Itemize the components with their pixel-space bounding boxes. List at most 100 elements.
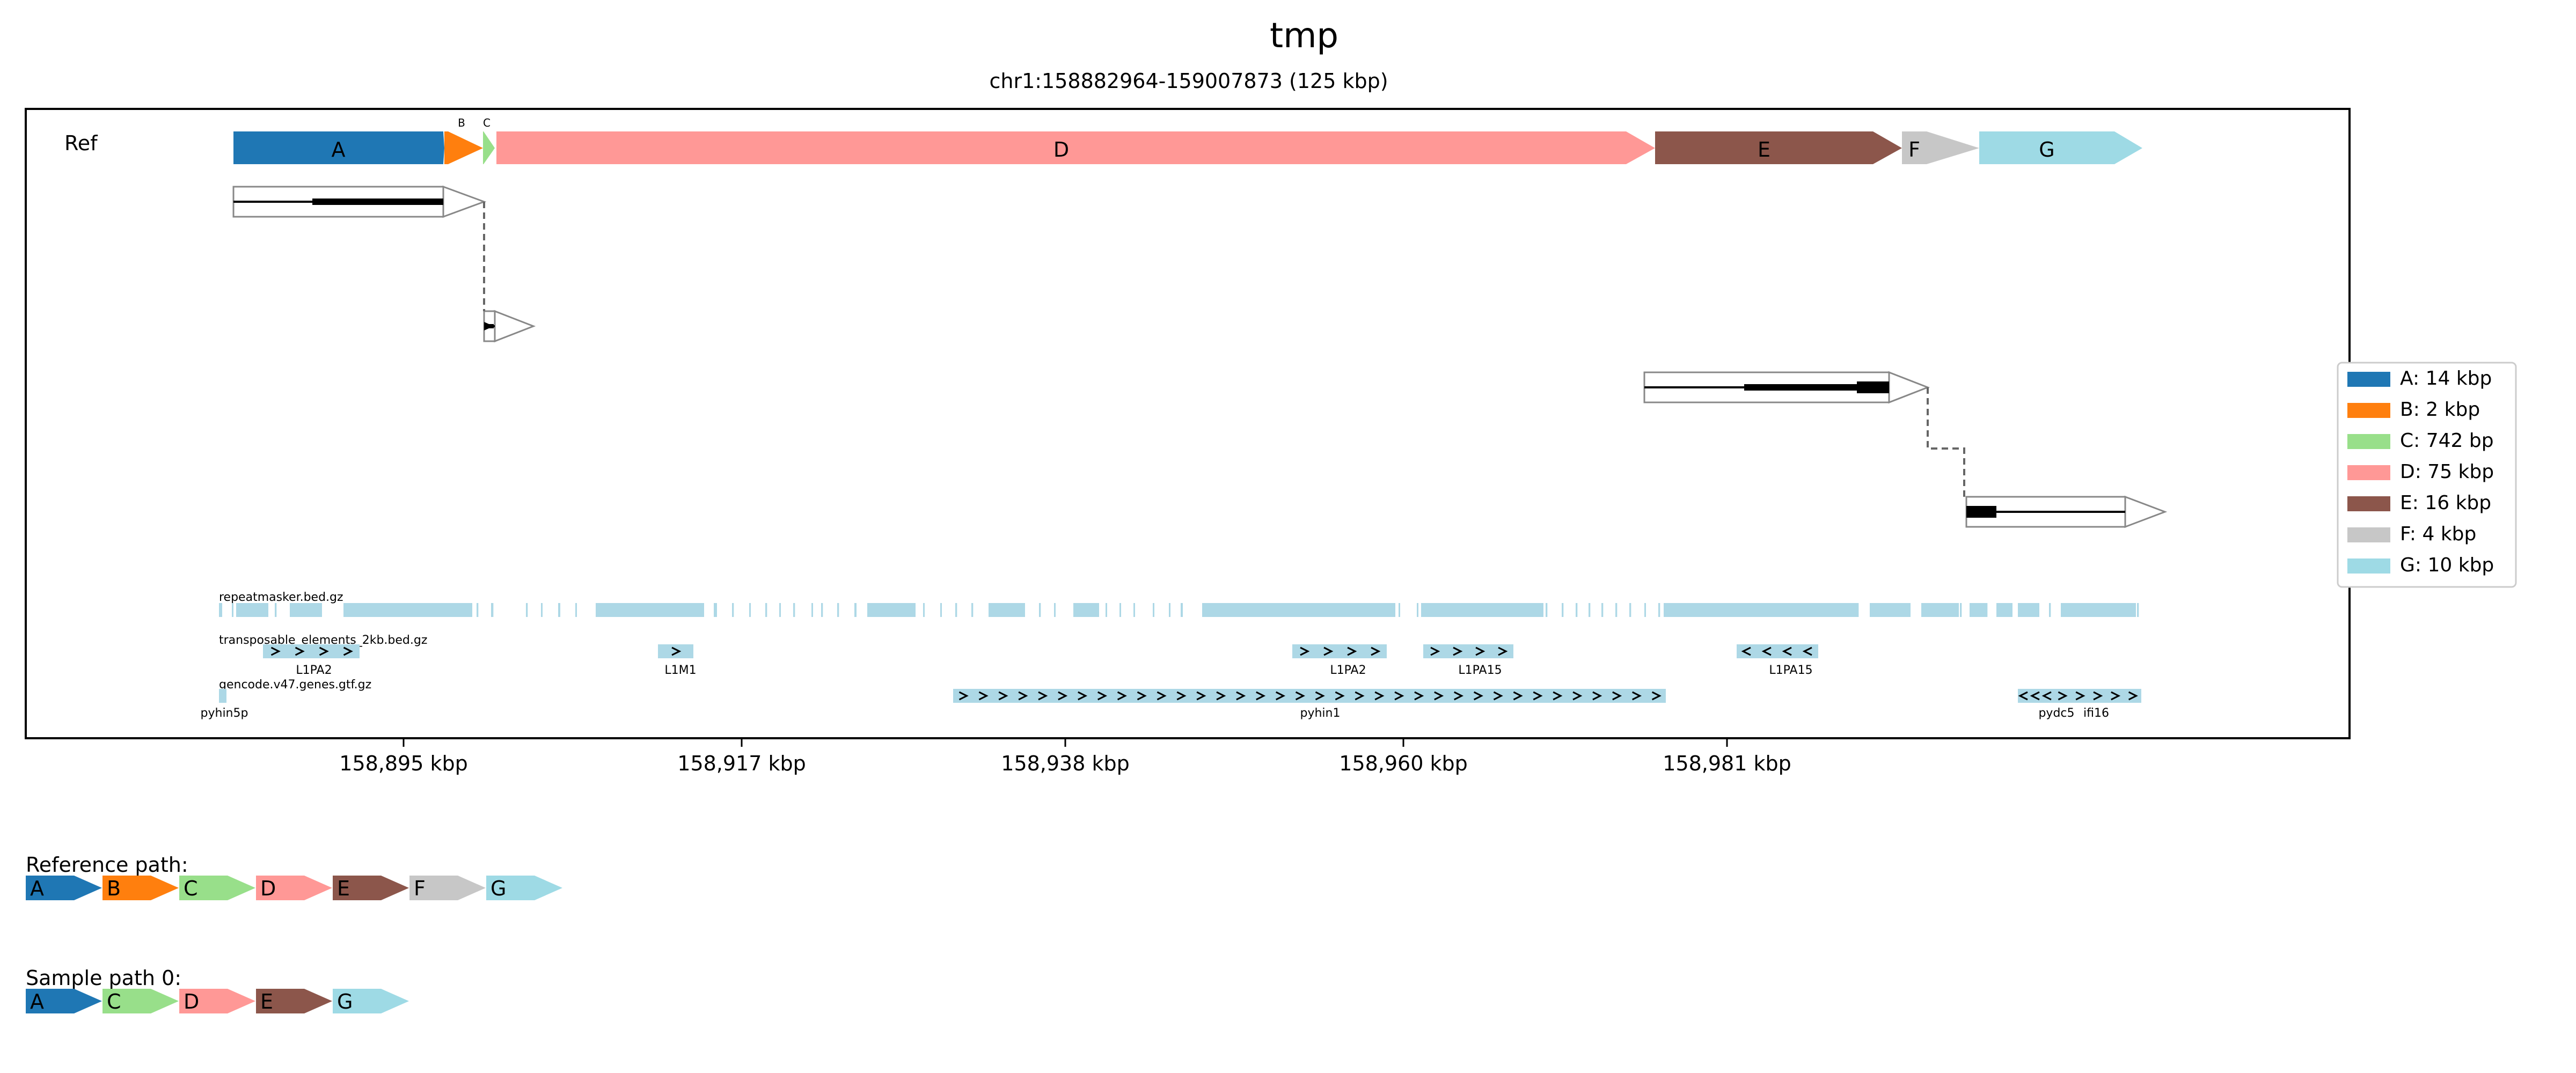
- path-segment-label-c: C: [107, 990, 121, 1013]
- repeat-block: [1284, 603, 1285, 617]
- x-tick-label: 158,981 kbp: [1663, 752, 1791, 775]
- legend-swatch-e: [2347, 496, 2390, 511]
- repeat-block: [526, 603, 528, 617]
- repeat-block: [1399, 603, 1400, 617]
- repeat-block: [1444, 603, 1445, 617]
- gene-block-ifi16: [2053, 689, 2141, 703]
- repeat-block: [250, 603, 252, 617]
- repeat-block: [2010, 603, 2012, 617]
- path-segment-e: [256, 989, 332, 1013]
- repeat-block: [1534, 603, 1536, 617]
- path-segment-label-a: A: [30, 990, 44, 1013]
- repeat-block: [1857, 603, 1859, 617]
- repeat-block: [343, 603, 386, 617]
- repeat-block: [821, 603, 823, 617]
- repeat-block: [1817, 603, 1819, 617]
- repeat-block: [1181, 603, 1183, 617]
- path-segment-e: [333, 876, 409, 900]
- te-block-l1pa15-a: [1423, 644, 1513, 658]
- segment-c-label: C: [483, 116, 491, 129]
- repeat-block: [955, 603, 957, 617]
- repeat-block: [1658, 603, 1660, 617]
- repeat-block: [2075, 603, 2077, 617]
- legend-swatch-d: [2347, 465, 2390, 480]
- legend-swatch-b: [2347, 403, 2390, 418]
- repeat-block: [1921, 603, 1959, 617]
- repeat-block: [1324, 603, 1326, 617]
- repeat-block: [2018, 603, 2039, 617]
- legend-swatch-f: [2347, 527, 2390, 542]
- x-tick-label: 158,960 kbp: [1339, 752, 1467, 775]
- repeat-block: [2062, 603, 2064, 617]
- segments-row: A B C D E F G: [233, 116, 2142, 164]
- segment-g-label: G: [2039, 138, 2054, 161]
- repeat-block: [1478, 603, 1480, 617]
- repeat-block: [1775, 603, 1777, 617]
- segment-a-label: A: [332, 138, 346, 161]
- repeat-block: [1934, 603, 1936, 617]
- repeat-block: [1644, 603, 1646, 617]
- repeat-block: [867, 603, 883, 617]
- x-tick-label: 158,895 kbp: [339, 752, 467, 775]
- path-link-e-g: [1927, 387, 1965, 497]
- legend-entry-a: A: 14 kbp: [2400, 368, 2492, 389]
- repeat-block: [304, 603, 308, 617]
- gene-block-pyhin5p: [219, 689, 226, 703]
- repeat-block: [1761, 603, 1763, 617]
- repeat-block: [263, 603, 265, 617]
- legend-swatch-c: [2347, 434, 2390, 449]
- path-segment-g: [486, 876, 562, 900]
- repeat-block: [1789, 603, 1791, 617]
- gene-label-ifi16: ifi16: [2083, 707, 2109, 720]
- repeat-block: [1520, 603, 1522, 617]
- repeat-block: [1250, 603, 1252, 617]
- path-segment-label-a: A: [30, 877, 44, 900]
- repeat-block: [1389, 603, 1391, 617]
- repeat-block: [1831, 603, 1833, 617]
- te-label-l1pa15-a: L1PA15: [1458, 664, 1502, 677]
- annotation-track-name-repeatmasker: repeatmasker.bed.gz: [219, 591, 343, 604]
- te-block-l1pa15-b: [1737, 644, 1818, 658]
- repeat-block: [240, 603, 242, 617]
- repeat-block: [2088, 603, 2090, 617]
- repeat-block: [1704, 603, 1707, 617]
- repeat-block: [290, 603, 292, 617]
- gene-label-pydc5: pydc5: [2038, 707, 2074, 720]
- repeat-block: [2023, 603, 2025, 617]
- repeat-block: [1629, 603, 1631, 617]
- repeat-block: [1106, 603, 1107, 617]
- repeat-block: [232, 603, 233, 617]
- repeat-block: [765, 603, 767, 617]
- repeat-block: [1169, 603, 1170, 617]
- te-track: [263, 644, 1818, 658]
- repeat-block: [1896, 603, 1898, 617]
- path-segment-label-e: E: [260, 990, 273, 1013]
- legend-entry-e: E: 16 kbp: [2400, 492, 2491, 514]
- te-label-l1pa2-a: L1PA2: [296, 664, 332, 677]
- repeat-block: [2049, 603, 2051, 617]
- plot-title: tmp: [1270, 16, 1338, 56]
- repeat-block: [1202, 603, 1206, 617]
- repeat-block: [275, 603, 277, 617]
- path-segment-d: [256, 876, 332, 900]
- repeat-block: [1355, 603, 1357, 617]
- path-segment-label-d: D: [184, 990, 199, 1013]
- repeat-block: [2099, 603, 2102, 617]
- gene-label-pyhin1: pyhin1: [1300, 707, 1341, 720]
- path-segment-d: [179, 989, 255, 1013]
- repeat-block: [1883, 603, 1885, 617]
- repeat-block: [1153, 603, 1154, 617]
- path-segment-c: [179, 876, 255, 900]
- repeat-block: [596, 603, 632, 617]
- repeat-block: [779, 603, 781, 617]
- te-block-l1pa2-b: [1292, 644, 1387, 658]
- repeat-block: [1119, 603, 1121, 617]
- repeat-block: [1576, 603, 1578, 617]
- repeat-block: [1421, 603, 1543, 617]
- gene-label-pyhin5p: pyhin5p: [201, 707, 248, 720]
- segment-e-label: E: [1758, 138, 1770, 161]
- repeat-block: [1973, 603, 1975, 617]
- repeat-block: [575, 603, 577, 617]
- path-segment-label-g: G: [337, 990, 353, 1013]
- repeat-block: [1870, 603, 1872, 617]
